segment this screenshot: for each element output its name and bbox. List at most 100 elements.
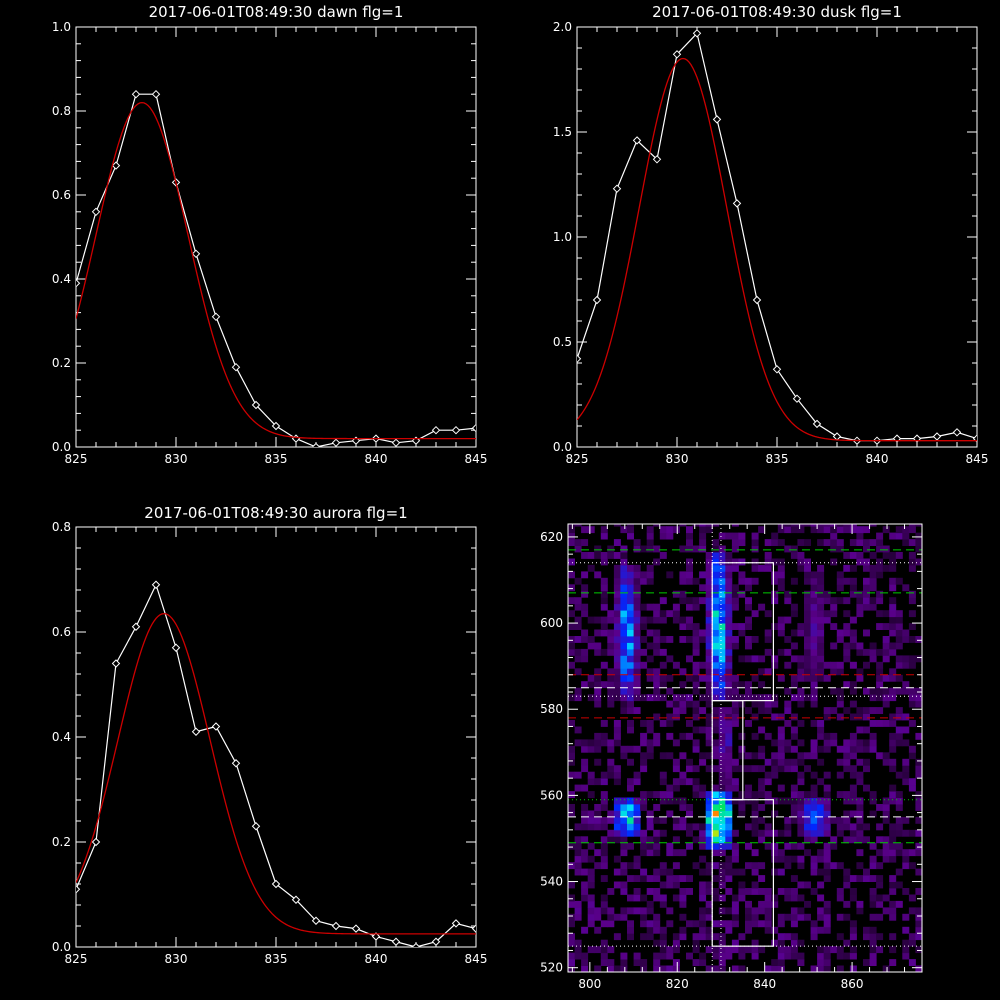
dawn-y-tick-label: 0.4: [52, 272, 71, 286]
heatmap-cell: [817, 778, 825, 786]
heatmap-cell: [895, 900, 903, 908]
heatmap-cell: [620, 577, 628, 585]
heatmap-cell: [771, 758, 779, 766]
dawn-data-point: [331, 438, 341, 447]
heatmap-cell: [797, 655, 805, 663]
dusk-data-point: [592, 295, 602, 305]
heatmap-cell: [686, 823, 693, 831]
heatmap-cell: [764, 610, 772, 618]
heatmap-cell: [594, 965, 602, 972]
heatmap-cell: [889, 732, 897, 740]
heatmap-cell: [895, 636, 903, 643]
heatmap-cell: [653, 913, 661, 921]
heatmap-cell: [908, 849, 916, 857]
heatmap-cell: [574, 597, 582, 605]
heatmap-cell: [600, 946, 608, 954]
heatmap-cell: [620, 526, 628, 534]
heatmap-cell: [784, 829, 792, 837]
heatmap-cell: [777, 855, 785, 863]
heatmap-cell: [817, 539, 825, 546]
heatmap-cell: [594, 674, 602, 682]
heatmap-cell: [640, 636, 648, 643]
heatmap-cell: [594, 849, 602, 857]
heatmap-cell: [915, 655, 922, 663]
heatmap-cell: [836, 952, 844, 960]
aurora-y-tick-label: 0.2: [52, 835, 71, 849]
heatmap-cell: [620, 668, 628, 676]
aurora-data-point: [371, 932, 381, 941]
heatmap-cell: [843, 752, 851, 760]
heatmap-cell: [581, 539, 589, 546]
heatmap-cell: [600, 526, 608, 534]
heatmap-cell: [633, 681, 641, 689]
heatmap-cell: [613, 629, 621, 637]
heatmap-cell: [620, 842, 628, 850]
heatmap-cell: [745, 842, 752, 850]
heatmap-cell: [718, 687, 726, 695]
heatmap-cell: [849, 894, 857, 902]
heatmap-cell: [620, 752, 628, 760]
heatmap-cell: [712, 545, 720, 553]
heatmap-cell: [843, 765, 851, 773]
heatmap-cell: [856, 778, 864, 786]
heatmap-cell: [836, 526, 844, 534]
heatmap-cell: [712, 623, 720, 630]
heatmap-cell: [613, 778, 621, 786]
heatmap-cell: [797, 687, 805, 695]
aurora-data-point: [451, 919, 461, 928]
heatmap-cell: [771, 752, 779, 760]
heatmap-cell: [836, 694, 844, 702]
heatmap-cell: [863, 584, 870, 592]
heatmap-cell: [718, 629, 726, 637]
heatmap-cell: [856, 726, 864, 734]
heatmap-cell: [587, 907, 595, 915]
heatmap-cell: [568, 791, 575, 798]
heatmap-cell: [666, 952, 674, 960]
heatmap-cell: [889, 765, 897, 773]
heatmap-cell: [718, 616, 726, 624]
heatmap-cell: [613, 913, 621, 921]
heatmap-cell: [718, 694, 726, 702]
heatmap-cell: [633, 603, 641, 611]
heatmap-cell: [817, 590, 825, 598]
heatmap-cell: [718, 920, 726, 928]
heatmap-cell: [646, 726, 654, 734]
heatmap-cell: [653, 694, 661, 702]
heatmap-cell: [718, 642, 726, 650]
heatmap-cell: [758, 564, 766, 572]
heatmap-cell: [915, 933, 922, 941]
heatmap-cell: [646, 655, 654, 663]
heatmap-cell: [607, 959, 615, 966]
heatmap-cell: [633, 577, 641, 585]
heatmap-cell: [731, 797, 739, 805]
heatmap-cell: [817, 816, 825, 824]
heatmap-cell: [686, 952, 693, 960]
heatmap-cell: [738, 694, 746, 702]
heatmap-cell: [627, 920, 634, 928]
heatmap-cell: [725, 720, 733, 727]
heatmap-cell: [574, 913, 582, 921]
heatmap-cell: [810, 584, 818, 592]
heatmap-cell: [725, 558, 733, 566]
heatmap-cell: [672, 823, 680, 831]
heatmap-cell: [587, 855, 595, 863]
heatmap-cell: [686, 810, 693, 818]
heatmap-cell: [790, 745, 798, 753]
heatmap-cell: [666, 713, 674, 721]
heatmap-cell: [876, 597, 884, 605]
dusk-data-point: [632, 136, 642, 145]
heatmap-cell: [876, 875, 884, 882]
heatmap-cell: [731, 784, 739, 792]
dawn-data-point: [211, 312, 221, 322]
heatmap-cell: [823, 539, 831, 546]
heatmap-cell: [640, 603, 648, 611]
heatmap-cell: [731, 765, 739, 773]
heatmap-cell: [712, 726, 720, 734]
heatmap-cell: [600, 849, 608, 857]
heatmap-cell: [692, 603, 700, 611]
heatmap-cell: [876, 881, 884, 889]
heatmap-cell: [738, 655, 746, 663]
heatmap-cell: [751, 913, 759, 921]
heatmap-cell: [568, 597, 575, 605]
heatmap-cell: [869, 855, 877, 863]
